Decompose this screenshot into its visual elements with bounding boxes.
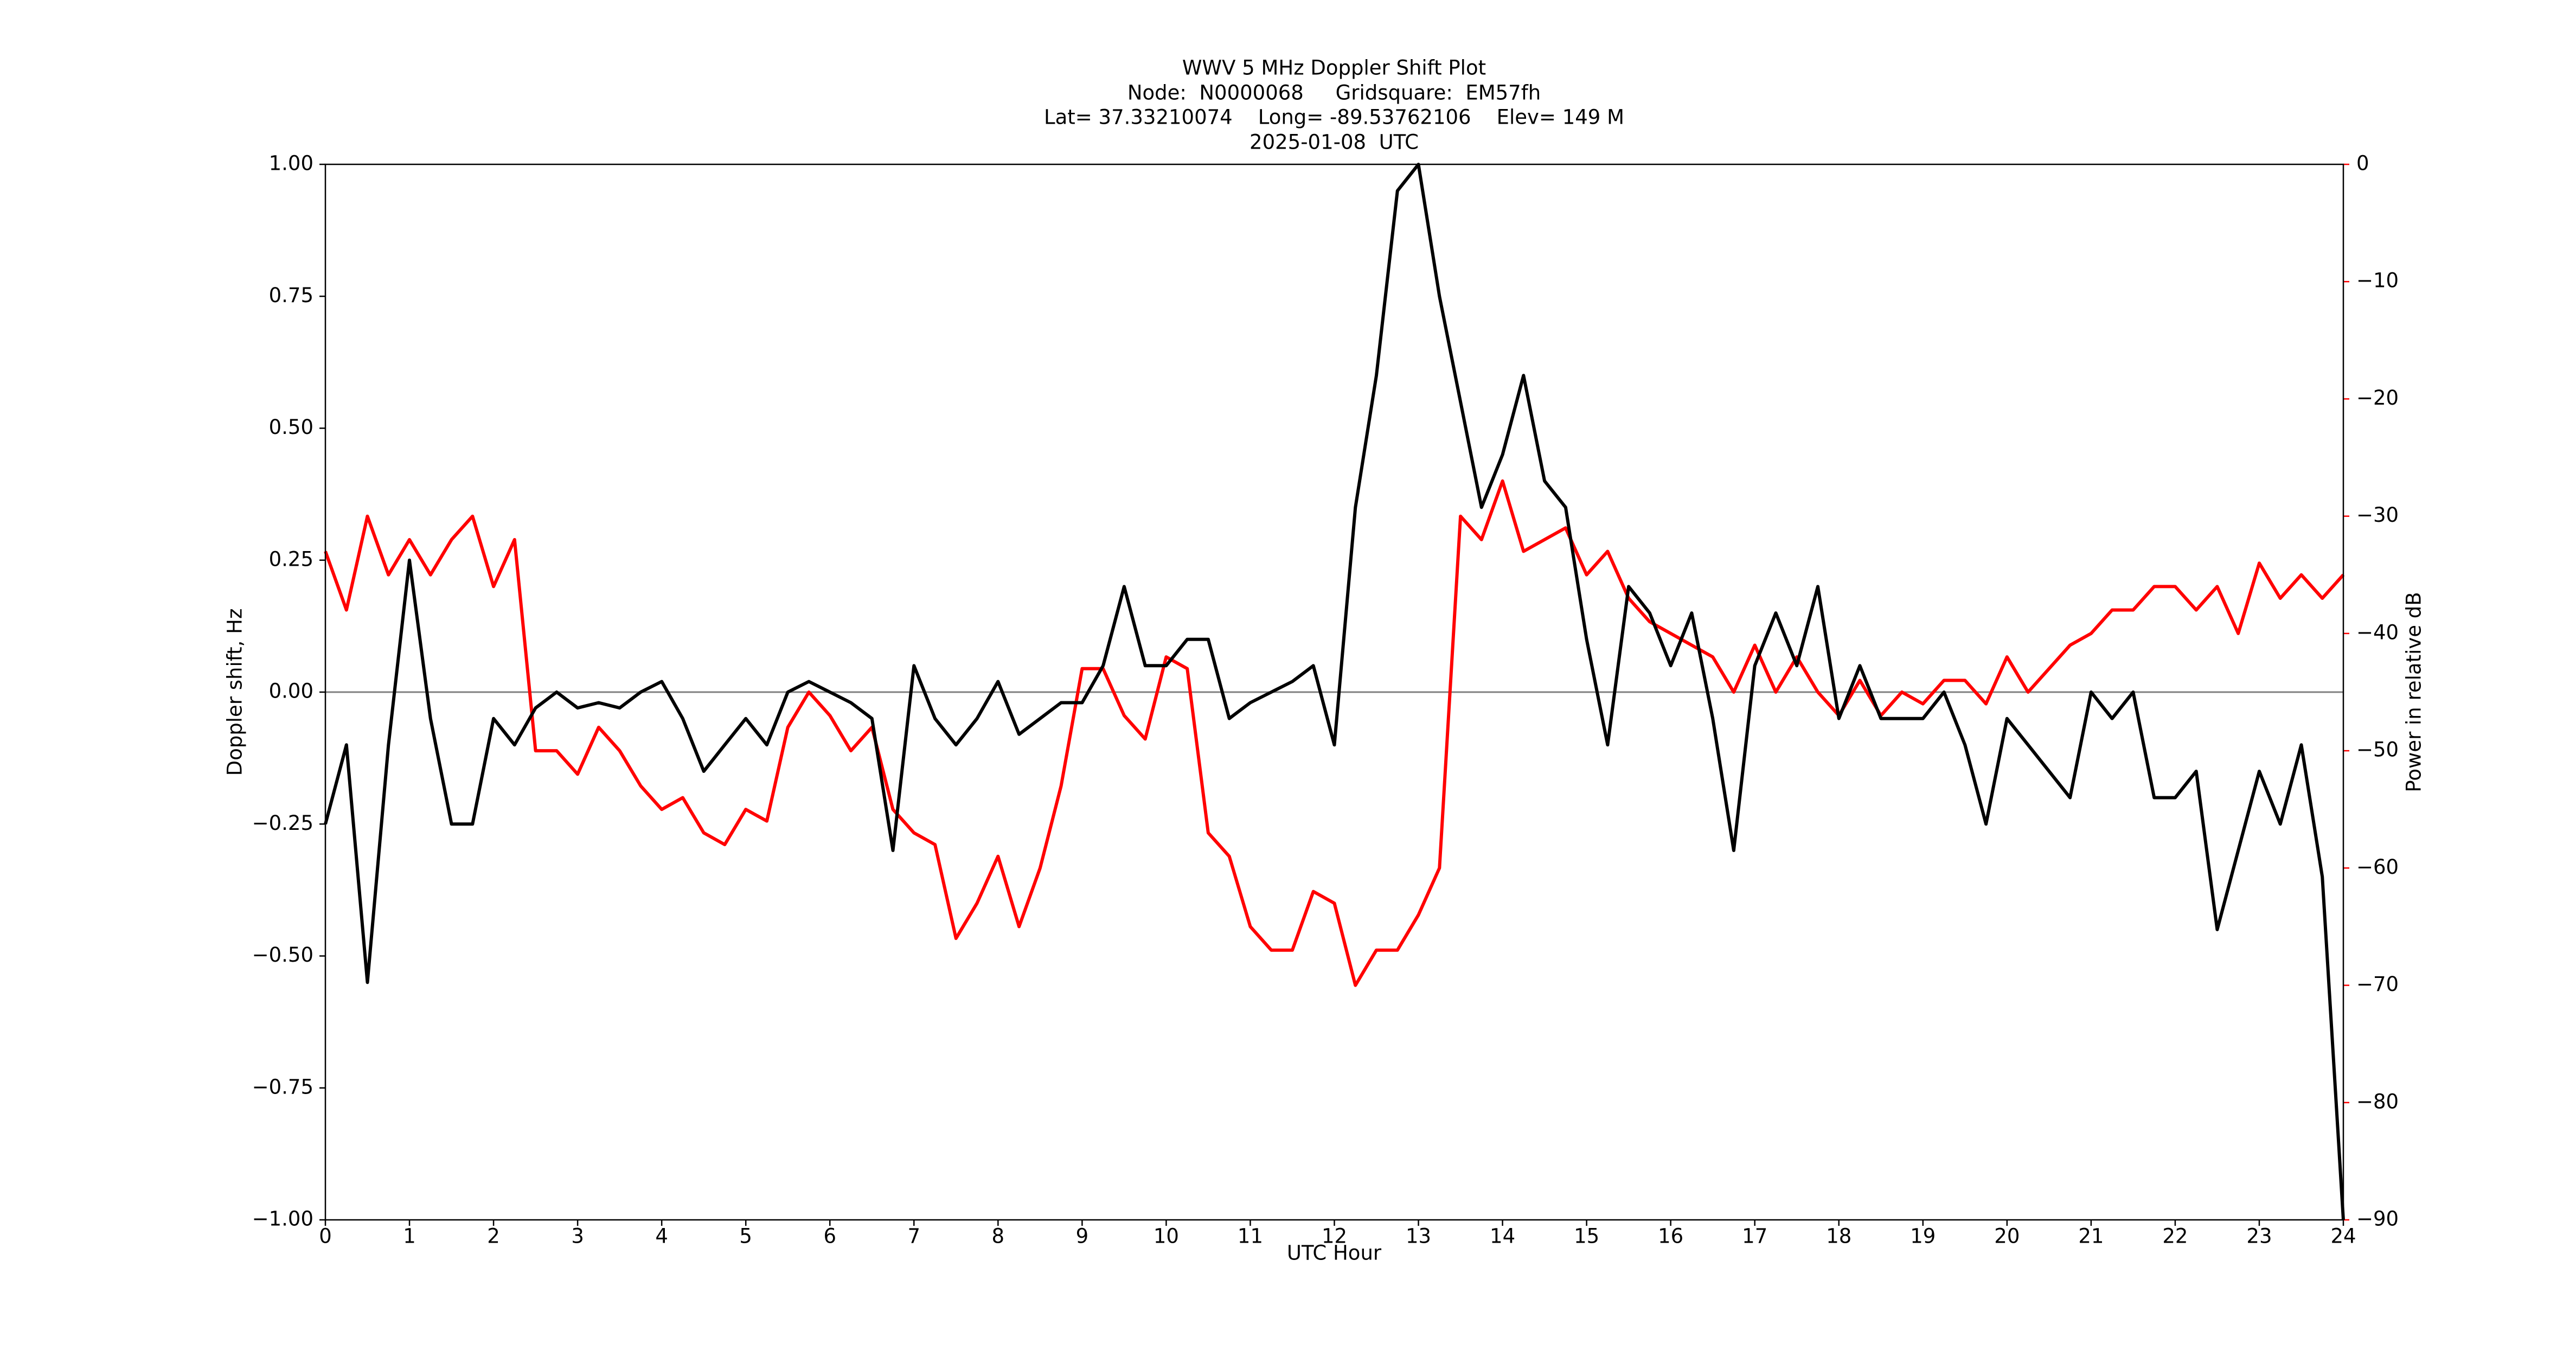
x-tick-label: 8 xyxy=(992,1225,1005,1248)
x-tick-label: 2 xyxy=(487,1225,500,1248)
x-tick-label: 0 xyxy=(319,1225,332,1248)
y2-tick-label: −30 xyxy=(2356,503,2399,527)
x-tick-label: 18 xyxy=(1826,1225,1851,1248)
x-tick-label: 4 xyxy=(655,1225,668,1248)
x-tick-label: 22 xyxy=(2162,1225,2188,1248)
x-tick-label: 13 xyxy=(1406,1225,1431,1248)
x-tick-label: 1 xyxy=(403,1225,416,1248)
y-axis-label: Doppler shift, Hz xyxy=(223,609,247,776)
y2-tick-label: −90 xyxy=(2356,1207,2399,1231)
chart-subtitle: Lat= 37.33210074 Long= -89.53762106 Elev… xyxy=(1044,106,1624,129)
y-tick-label: 0.50 xyxy=(269,415,313,439)
x-tick-label: 10 xyxy=(1154,1225,1179,1248)
x-tick-label: 9 xyxy=(1076,1225,1089,1248)
y-tick-label: −1.00 xyxy=(252,1207,313,1231)
y2-tick-label: −60 xyxy=(2356,855,2399,879)
x-tick-label: 20 xyxy=(1994,1225,2020,1248)
x-tick-label: 14 xyxy=(1490,1225,1515,1248)
y-tick-label: −0.50 xyxy=(252,943,313,967)
x-tick-label: 3 xyxy=(571,1225,584,1248)
y-tick-label: 1.00 xyxy=(269,152,313,175)
y2-tick-label: −50 xyxy=(2356,738,2399,762)
x-tick-label: 19 xyxy=(1910,1225,1936,1248)
plot-frame xyxy=(324,163,2344,1221)
x-tick-label: 7 xyxy=(908,1225,921,1248)
series-line xyxy=(324,163,2345,1220)
y2-axis-label: Power in relative dB xyxy=(2402,592,2426,792)
y2-tick-label: −20 xyxy=(2356,386,2399,410)
x-tick-label: 21 xyxy=(2078,1225,2104,1248)
y2-tick-label: −70 xyxy=(2356,973,2399,996)
x-tick-label: 23 xyxy=(2246,1225,2272,1248)
y2-tick-label: −40 xyxy=(2356,621,2399,644)
chart-subtitle: Node: N0000068 Gridsquare: EM57fh xyxy=(1127,81,1541,105)
x-tick-label: 6 xyxy=(823,1225,836,1248)
y-tick-label: −0.25 xyxy=(252,811,313,835)
chart-subtitle: 2025-01-08 UTC xyxy=(1249,131,1419,154)
y-tick-label: 0.00 xyxy=(269,680,313,703)
y-tick-label: 0.25 xyxy=(269,547,313,571)
y2-tick-label: −80 xyxy=(2356,1090,2399,1113)
chart-title: WWV 5 MHz Doppler Shift Plot xyxy=(1182,56,1486,80)
x-tick-label: 24 xyxy=(2330,1225,2356,1248)
x-tick-label: 11 xyxy=(1238,1225,1263,1248)
x-tick-label: 5 xyxy=(739,1225,752,1248)
y2-tick-label: 0 xyxy=(2356,152,2369,175)
y2-tick-label: −10 xyxy=(2356,269,2399,292)
x-tick-label: 15 xyxy=(1574,1225,1599,1248)
y-tick-label: 0.75 xyxy=(269,284,313,307)
y-tick-label: −0.75 xyxy=(252,1075,313,1098)
x-tick-label: 16 xyxy=(1658,1225,1683,1248)
x-tick-label: 12 xyxy=(1322,1225,1347,1248)
series-line xyxy=(324,479,2345,987)
x-axis-label: UTC Hour xyxy=(1287,1242,1382,1265)
x-tick-label: 17 xyxy=(1742,1225,1767,1248)
